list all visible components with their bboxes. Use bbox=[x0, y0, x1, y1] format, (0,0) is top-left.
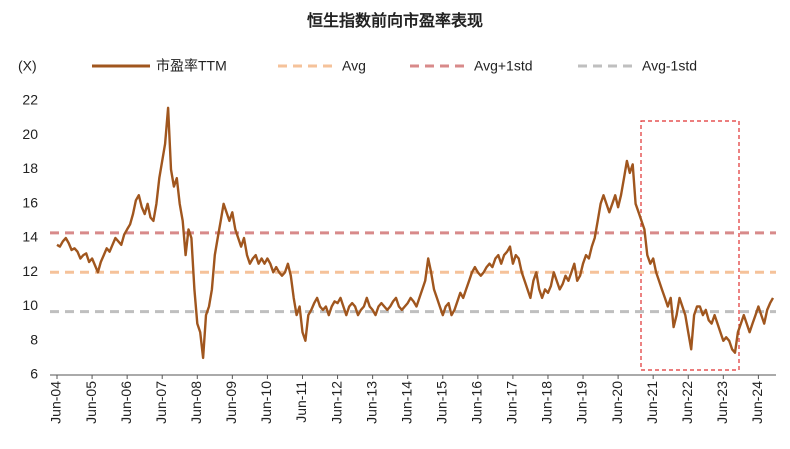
y-tick-label: 10 bbox=[22, 297, 38, 313]
y-tick-label: 12 bbox=[22, 263, 38, 279]
y-tick-label: 14 bbox=[22, 229, 38, 245]
x-tick-label: Jun-22 bbox=[679, 381, 695, 424]
x-tick-label: Jun-10 bbox=[258, 381, 274, 424]
y-tick-label: 18 bbox=[22, 160, 38, 176]
x-tick-label: Jun-04 bbox=[48, 381, 64, 424]
x-tick-label: Jun-14 bbox=[398, 381, 414, 424]
chart-title: 恒生指数前向市盈率表现 bbox=[307, 11, 483, 30]
x-tick-label: Jun-15 bbox=[433, 381, 449, 424]
x-tick-label: Jun-08 bbox=[188, 381, 204, 424]
series-line bbox=[56, 106, 775, 360]
x-tick-label: Jun-07 bbox=[153, 381, 169, 424]
x-tick-label: Jun-21 bbox=[644, 381, 660, 424]
legend-label: 市盈率TTM bbox=[156, 58, 227, 74]
x-tick-label: Jun-06 bbox=[118, 381, 134, 424]
legend-label: Avg bbox=[342, 58, 366, 74]
x-tick-label: Jun-23 bbox=[714, 381, 730, 424]
x-tick-label: Jun-24 bbox=[749, 381, 765, 424]
x-tick-label: Jun-13 bbox=[363, 381, 379, 424]
x-tick-label: Jun-05 bbox=[83, 381, 99, 424]
y-axis-label: (X) bbox=[18, 58, 37, 74]
y-tick-label: 6 bbox=[30, 366, 38, 382]
legend-label: Avg-1std bbox=[642, 58, 697, 74]
x-tick-label: Jun-18 bbox=[539, 381, 555, 424]
x-tick-label: Jun-20 bbox=[609, 381, 625, 424]
x-tick-label: Jun-16 bbox=[469, 381, 485, 424]
highlight-box bbox=[640, 120, 740, 371]
x-tick-label: Jun-09 bbox=[223, 381, 239, 424]
y-tick-label: 20 bbox=[22, 126, 38, 142]
y-tick-label: 16 bbox=[22, 194, 38, 210]
x-tick-label: Jun-19 bbox=[574, 381, 590, 424]
x-tick-label: Jun-11 bbox=[293, 381, 309, 423]
x-tick-label: Jun-17 bbox=[504, 381, 520, 424]
legend-label: Avg+1std bbox=[474, 58, 533, 74]
y-tick-label: 22 bbox=[22, 92, 38, 108]
y-tick-label: 8 bbox=[30, 331, 38, 347]
x-tick-label: Jun-12 bbox=[328, 381, 344, 424]
